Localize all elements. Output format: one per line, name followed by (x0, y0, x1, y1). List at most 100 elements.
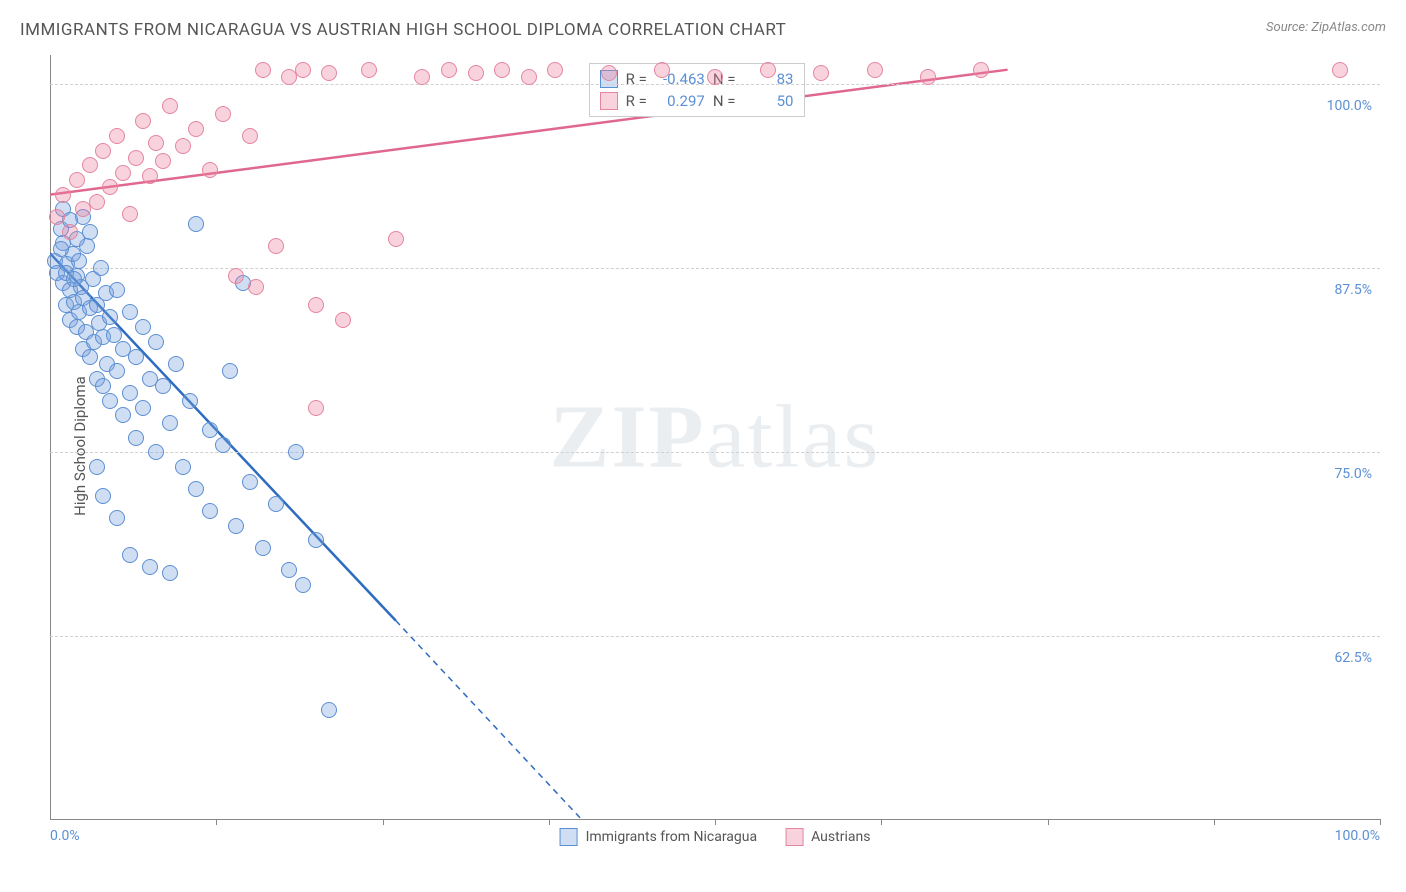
chart-title: IMMIGRANTS FROM NICARAGUA VS AUSTRIAN HI… (20, 20, 786, 40)
data-point (228, 268, 244, 284)
data-point (188, 481, 204, 497)
data-point (109, 510, 125, 526)
y-tick-label: 62.5% (1334, 650, 1372, 666)
data-point (109, 363, 125, 379)
y-tick-label: 100.0% (1327, 98, 1372, 114)
stat-value: 0.297 (655, 90, 705, 112)
data-point (128, 349, 144, 365)
data-point (55, 187, 71, 203)
data-point (813, 65, 829, 81)
data-point (654, 62, 670, 78)
legend-swatch (785, 828, 803, 846)
data-point (148, 444, 164, 460)
watermark: ZIPatlas (550, 386, 881, 489)
data-point (867, 62, 883, 78)
y-tick-label: 75.0% (1334, 466, 1372, 482)
data-point (255, 62, 271, 78)
legend-item: Immigrants from Nicaragua (560, 828, 758, 846)
legend-swatch (600, 92, 618, 110)
data-point (93, 260, 109, 276)
data-point (175, 138, 191, 154)
stat-label: R = (626, 90, 647, 112)
data-point (760, 62, 776, 78)
data-point (494, 62, 510, 78)
data-point (162, 98, 178, 114)
data-point (135, 400, 151, 416)
data-point (89, 459, 105, 475)
data-point (128, 150, 144, 166)
scatter-plot: ZIPatlas R =-0.463N =83R =0.297N =50 62.… (50, 55, 1380, 820)
trend-line-extrapolated (396, 621, 609, 819)
data-point (115, 165, 131, 181)
data-point (288, 444, 304, 460)
data-point (188, 121, 204, 137)
data-point (122, 206, 138, 222)
bottom-legend: Immigrants from Nicaragua Austrians (560, 828, 871, 846)
data-point (335, 312, 351, 328)
data-point (295, 577, 311, 593)
data-point (268, 496, 284, 512)
data-point (102, 393, 118, 409)
data-point (281, 562, 297, 578)
legend-item: Austrians (785, 828, 870, 846)
data-point (414, 69, 430, 85)
x-axis-labels: 0.0% Immigrants from NicaraguaAustrians … (50, 828, 1380, 853)
legend-swatch (560, 828, 578, 846)
data-point (49, 209, 65, 225)
data-point (95, 378, 111, 394)
data-point (155, 378, 171, 394)
data-point (202, 503, 218, 519)
x-tick (1048, 819, 1049, 825)
data-point (308, 532, 324, 548)
data-point (82, 224, 98, 240)
data-point (82, 349, 98, 365)
data-point (202, 422, 218, 438)
data-point (71, 253, 87, 269)
data-point (135, 113, 151, 129)
gridline (50, 452, 1380, 453)
data-point (521, 69, 537, 85)
x-axis-min-label: 0.0% (50, 828, 80, 844)
header: IMMIGRANTS FROM NICARAGUA VS AUSTRIAN HI… (20, 20, 1386, 50)
data-point (248, 279, 264, 295)
data-point (215, 437, 231, 453)
stat-value: 50 (744, 90, 794, 112)
data-point (95, 143, 111, 159)
data-point (168, 356, 184, 372)
x-axis-max-label: 100.0% (1335, 828, 1380, 844)
data-point (547, 62, 563, 78)
x-tick (383, 819, 384, 825)
data-point (122, 304, 138, 320)
data-point (468, 65, 484, 81)
data-point (69, 172, 85, 188)
data-point (142, 168, 158, 184)
data-point (109, 282, 125, 298)
data-point (89, 194, 105, 210)
x-tick (549, 819, 550, 825)
data-point (162, 565, 178, 581)
data-point (601, 65, 617, 81)
data-point (308, 400, 324, 416)
data-point (268, 238, 284, 254)
data-point (66, 271, 82, 287)
data-point (95, 488, 111, 504)
data-point (135, 319, 151, 335)
data-point (148, 135, 164, 151)
x-tick (715, 819, 716, 825)
data-point (255, 540, 271, 556)
data-point (215, 106, 231, 122)
gridline (50, 268, 1380, 269)
data-point (109, 128, 125, 144)
gridline (50, 636, 1380, 637)
data-point (115, 407, 131, 423)
legend-label: Immigrants from Nicaragua (586, 829, 758, 845)
data-point (122, 385, 138, 401)
legend-label: Austrians (811, 829, 870, 845)
data-point (162, 415, 178, 431)
x-tick (1380, 819, 1381, 825)
data-point (242, 128, 258, 144)
data-point (188, 216, 204, 232)
data-point (973, 62, 989, 78)
data-point (148, 334, 164, 350)
data-point (222, 363, 238, 379)
